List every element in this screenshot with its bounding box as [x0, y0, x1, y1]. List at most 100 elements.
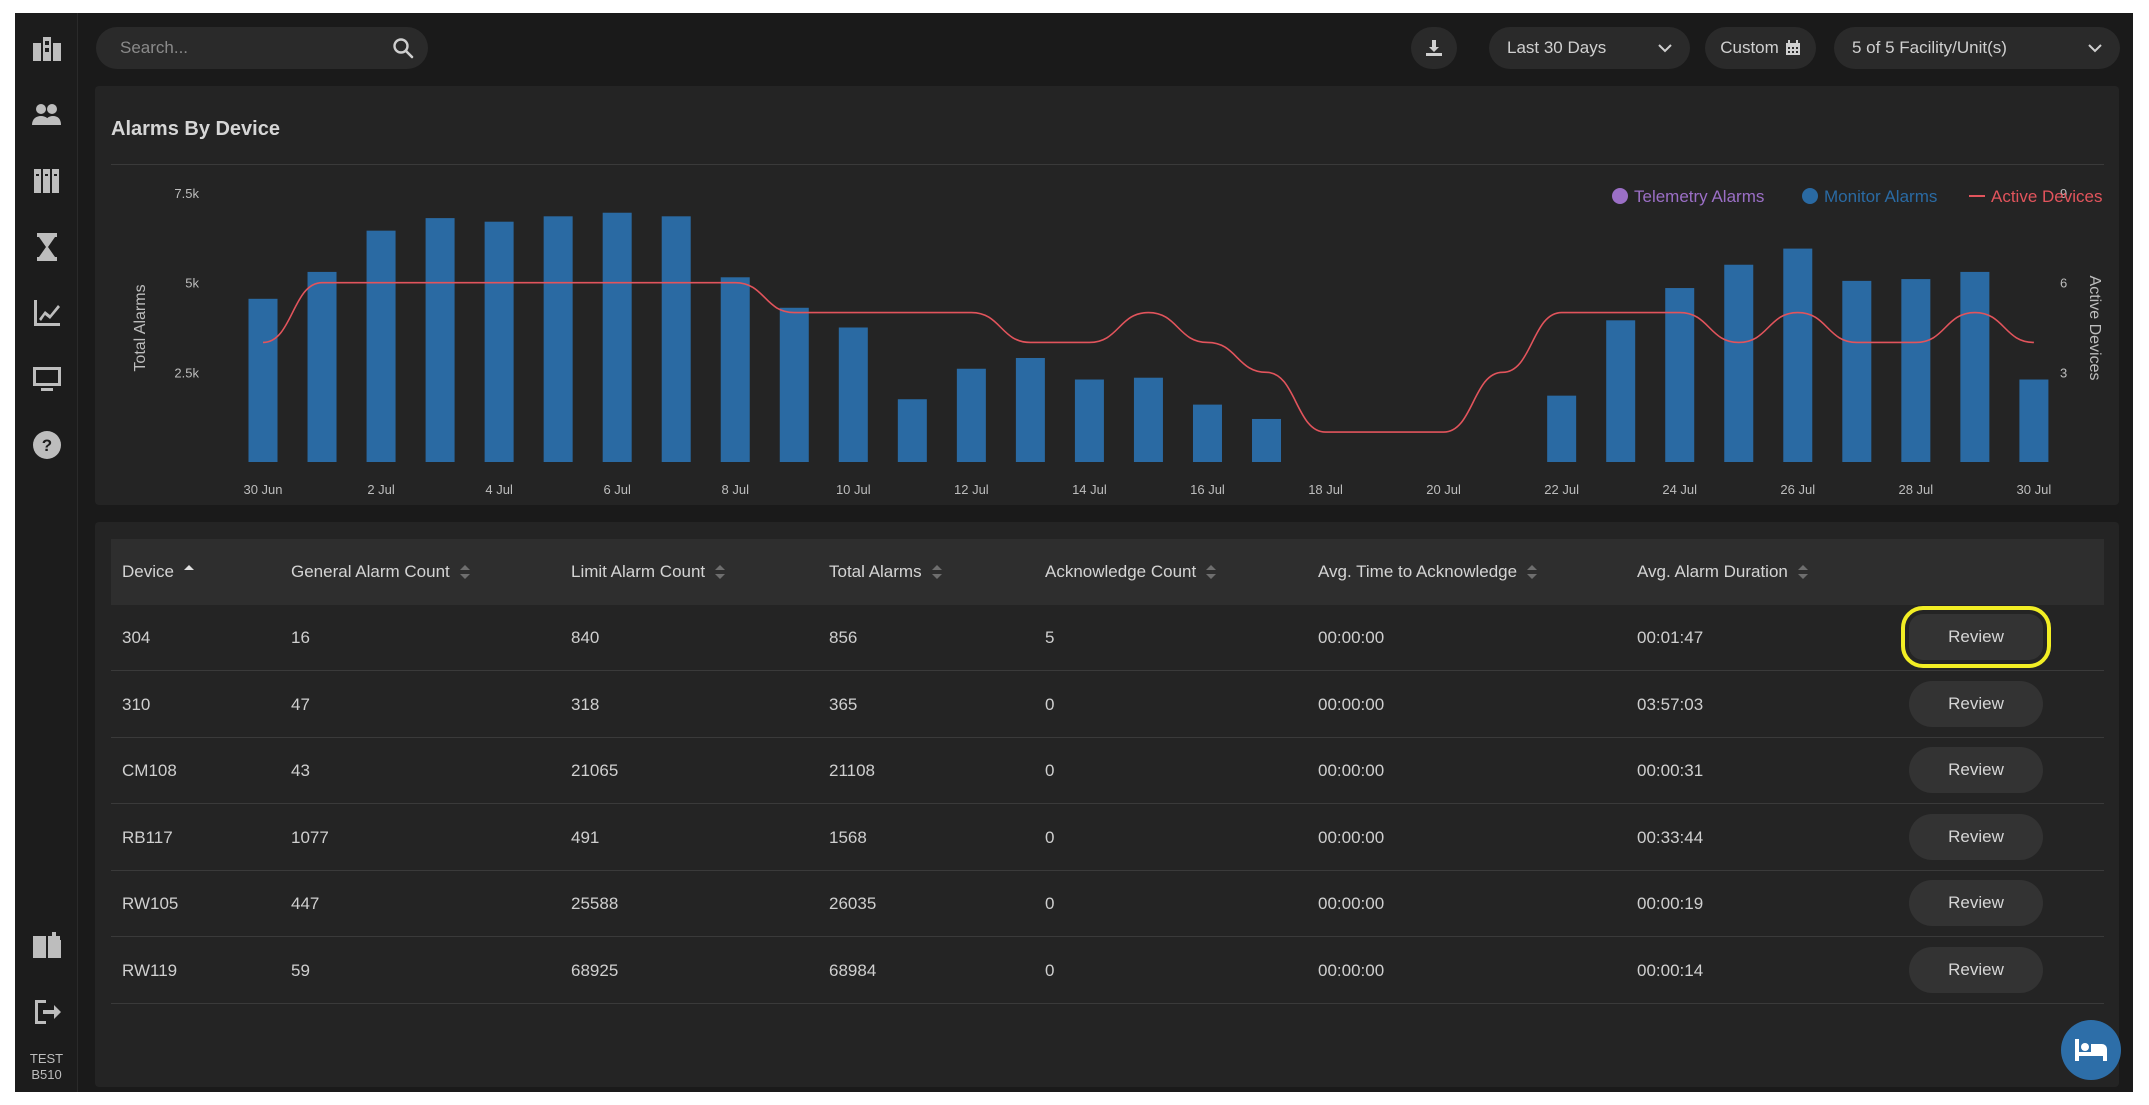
- bar-monitor-alarms: [1074, 379, 1104, 462]
- x-tick-label: 4 Jul: [485, 482, 513, 497]
- total-alarms-cell: 856: [829, 628, 858, 647]
- avg-alarm-duration-cell: 00:01:47: [1637, 628, 1704, 647]
- review-button[interactable]: Review: [1901, 606, 2051, 668]
- sort-icon: [1206, 565, 1217, 579]
- review-button[interactable]: Review: [1909, 946, 2043, 993]
- total-alarms-cell: 1568: [829, 827, 867, 847]
- avg-time-to-acknowledge-cell: 00:00:00: [1318, 694, 1385, 714]
- y-tick-label: 5k: [185, 276, 199, 291]
- x-tick-label: 8 Jul: [722, 482, 750, 497]
- sort-icon: [459, 565, 470, 579]
- review-button[interactable]: Review: [1909, 813, 2043, 860]
- device-cell: RW105: [122, 894, 179, 913]
- monitor-icon[interactable]: [29, 361, 65, 397]
- sort-icon: [1797, 565, 1808, 579]
- column-header-label: Limit Alarm Count: [571, 562, 706, 581]
- date-range-value: Last 30 Days: [1507, 38, 1607, 57]
- total-alarms-cell: 26035: [829, 894, 877, 913]
- bar-monitor-alarms: [661, 216, 691, 462]
- general-alarm-count-cell: 47: [291, 694, 310, 714]
- legend-telemetry-swatch: [1612, 188, 1628, 204]
- table-row: 310 47 318 365 0 00:00:00 03:57:03 Review: [111, 672, 2104, 738]
- avg-alarm-duration-cell: 00:00:14: [1637, 960, 1704, 980]
- device-cell: 304: [122, 628, 151, 647]
- devices-icon[interactable]: [29, 163, 65, 199]
- search-input[interactable]: [120, 27, 380, 69]
- general-alarm-count-cell: 1077: [291, 827, 329, 847]
- review-button[interactable]: Review: [1909, 880, 2043, 926]
- column-header[interactable]: Acknowledge Count: [1045, 539, 1217, 605]
- column-header-label: Device: [122, 562, 174, 581]
- help-icon[interactable]: ?: [29, 427, 65, 463]
- device-cell: RW119: [122, 960, 178, 980]
- reports-chart-icon[interactable]: [29, 295, 65, 331]
- limit-alarm-count-cell: 840: [571, 628, 600, 647]
- date-range-select[interactable]: Last 30 Days: [1489, 27, 1690, 69]
- bar-monitor-alarms: [543, 216, 573, 462]
- search-icon[interactable]: [392, 37, 414, 59]
- column-header[interactable]: Limit Alarm Count: [571, 539, 726, 605]
- legend-active-label: Active Devices: [1991, 187, 2102, 206]
- custom-date-button[interactable]: Custom: [1705, 27, 1816, 69]
- avg-time-to-acknowledge-cell: 00:00:00: [1318, 628, 1385, 647]
- bar-monitor-alarms: [956, 368, 986, 462]
- line-active-devices: [262, 281, 2034, 433]
- limit-alarm-count-cell: 491: [571, 827, 600, 847]
- acknowledge-count-cell: 0: [1045, 960, 1055, 980]
- calendar-icon: [1785, 40, 1800, 55]
- column-header[interactable]: Total Alarms: [829, 539, 942, 605]
- bar-monitor-alarms: [1192, 404, 1222, 462]
- bar-monitor-alarms: [1665, 288, 1695, 462]
- column-header-label: Avg. Alarm Duration: [1637, 562, 1788, 581]
- x-tick-label: 24 Jul: [1662, 482, 1697, 497]
- facility-select[interactable]: 5 of 5 Facility/Unit(s): [1834, 27, 2120, 69]
- column-header[interactable]: Avg. Alarm Duration: [1637, 539, 1808, 605]
- legend-telemetry-label: Telemetry Alarms: [1634, 187, 1764, 206]
- bar-monitor-alarms: [248, 298, 278, 462]
- y-tick-label: 2.5k: [174, 365, 199, 380]
- hourglass-icon[interactable]: [29, 229, 65, 265]
- limit-alarm-count-cell: 25588: [571, 894, 619, 913]
- avg-alarm-duration-cell: 00:00:19: [1637, 894, 1704, 913]
- x-tick-label: 12 Jul: [954, 482, 989, 497]
- column-header[interactable]: Device: [122, 539, 194, 605]
- bar-monitor-alarms: [897, 399, 927, 462]
- column-header[interactable]: General Alarm Count: [291, 539, 470, 605]
- alarms-by-device-chart: 2.5k 5k 7.5k 3 6 9 Total Alarms Active Devices 3…: [132, 186, 2103, 497]
- facility-switch-icon[interactable]: [29, 928, 65, 964]
- bar-monitor-alarms: [1133, 377, 1163, 462]
- svg-text:?: ?: [42, 436, 52, 455]
- acknowledge-count-cell: 0: [1045, 894, 1055, 913]
- x-tick-label: 16 Jul: [1190, 482, 1225, 497]
- chart-title: Alarms By Device: [111, 118, 280, 140]
- total-alarms-cell: 68984: [829, 960, 877, 980]
- facilities-icon[interactable]: [29, 31, 65, 67]
- users-icon[interactable]: [29, 97, 65, 133]
- acknowledge-count-cell: 0: [1045, 761, 1055, 780]
- y2-axis-title: Active Devices: [2086, 276, 2103, 381]
- bar-monitor-alarms: [1547, 395, 1577, 462]
- column-header[interactable]: Avg. Time to Acknowledge: [1318, 539, 1538, 605]
- download-button[interactable]: [1411, 27, 1457, 69]
- bar-monitor-alarms: [779, 307, 809, 462]
- limit-alarm-count-cell: 318: [571, 694, 600, 714]
- chevron-down-icon: [2088, 44, 2102, 53]
- table-row: RW119 59 68925 68984 0 00:00:00 00:00:14 Review: [111, 938, 2104, 1004]
- review-button[interactable]: Review: [1909, 680, 2043, 727]
- avg-alarm-duration-cell: 03:57:03: [1637, 694, 1704, 714]
- acknowledge-count-cell: 5: [1045, 628, 1055, 647]
- x-tick-label: 6 Jul: [603, 482, 631, 497]
- chart-divider: [111, 164, 2104, 165]
- facility-select-value: 5 of 5 Facility/Unit(s): [1852, 38, 2007, 57]
- y-axis-title: Total Alarms: [132, 284, 149, 371]
- x-tick-label: 2 Jul: [367, 482, 395, 497]
- bed-button[interactable]: [2061, 1020, 2121, 1080]
- review-button[interactable]: Review: [1909, 747, 2043, 793]
- column-header-label: Acknowledge Count: [1045, 562, 1197, 581]
- facility-code-line-2: B510: [31, 1067, 62, 1082]
- logout-icon[interactable]: [29, 994, 65, 1030]
- x-tick-label: 28 Jul: [1898, 482, 1933, 497]
- general-alarm-count-cell: 43: [291, 761, 310, 780]
- x-tick-label: 14 Jul: [1072, 482, 1107, 497]
- sidebar: ? TEST B510: [15, 13, 78, 1092]
